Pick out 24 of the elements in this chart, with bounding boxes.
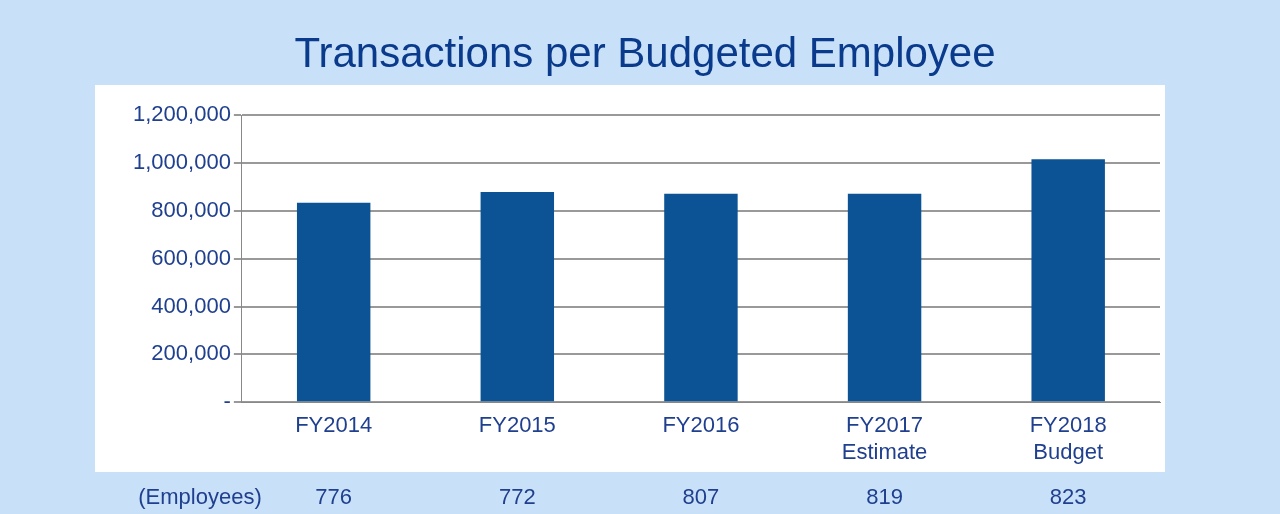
y-tick-label: 200,000 — [151, 340, 231, 366]
text: 776 — [315, 484, 353, 510]
x-tick-label: FY2015 — [478, 412, 556, 438]
text: 823 — [1049, 484, 1087, 510]
y-tick-label: 600,000 — [151, 244, 231, 270]
y-tick-label: 1,200,000 — [133, 101, 231, 127]
bar — [664, 193, 738, 402]
text: 807 — [682, 484, 720, 510]
x-tick-label: FY2014 — [295, 412, 373, 438]
bar — [847, 193, 922, 402]
bar — [480, 192, 555, 402]
bar — [1031, 159, 1105, 402]
bar — [296, 202, 371, 402]
y-tick-label: - — [223, 388, 231, 414]
x-tick-label: FY2016 — [662, 412, 740, 438]
text: 819 — [866, 484, 903, 510]
chart-title: Transactions per Budgeted Employee — [294, 28, 996, 76]
y-tick-label: 800,000 — [151, 197, 231, 223]
text: 772 — [498, 484, 536, 510]
x-tick-label: FY2017 Estimate — [841, 412, 928, 464]
x-tick-label: FY2018 Budget — [1029, 412, 1107, 464]
y-tick-label: 400,000 — [151, 292, 231, 318]
text: (Employees) — [138, 484, 262, 510]
y-tick-label: 1,000,000 — [133, 149, 231, 175]
